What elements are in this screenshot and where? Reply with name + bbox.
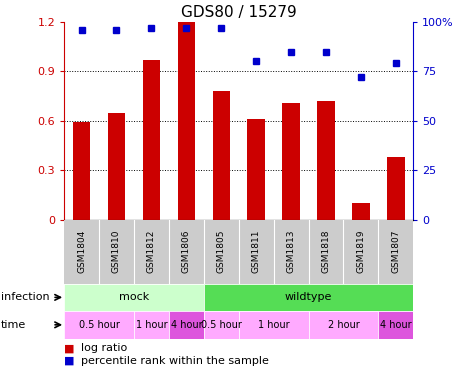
Bar (178, 22, 195, 220)
Bar (387, 157, 405, 220)
Bar (204, 311, 238, 339)
Text: time: time (1, 320, 26, 330)
Text: GSM1819: GSM1819 (356, 230, 365, 273)
Bar (108, 113, 125, 220)
Bar (134, 311, 169, 339)
Text: percentile rank within the sample: percentile rank within the sample (81, 355, 269, 366)
Text: 0.5 hour: 0.5 hour (78, 320, 120, 330)
Bar (247, 119, 265, 220)
Text: GDS80 / 15279: GDS80 / 15279 (181, 5, 296, 20)
Text: wildtype: wildtype (285, 292, 332, 302)
Text: GSM1805: GSM1805 (217, 230, 226, 273)
Bar (352, 203, 370, 220)
Bar (73, 122, 90, 220)
Text: 1 hour: 1 hour (258, 320, 289, 330)
Text: 4 hour: 4 hour (171, 320, 202, 330)
Text: infection: infection (1, 292, 49, 302)
Text: GSM1818: GSM1818 (322, 230, 331, 273)
Text: 1 hour: 1 hour (135, 320, 167, 330)
Text: ■: ■ (64, 355, 75, 366)
Bar (212, 91, 230, 220)
Text: 0.5 hour: 0.5 hour (201, 320, 242, 330)
Bar (64, 284, 204, 311)
Bar (142, 60, 160, 220)
Text: GSM1812: GSM1812 (147, 230, 156, 273)
Bar (317, 101, 335, 220)
Text: GSM1806: GSM1806 (182, 230, 191, 273)
Text: ■: ■ (64, 343, 75, 353)
Text: mock: mock (119, 292, 149, 302)
Text: 2 hour: 2 hour (328, 320, 359, 330)
Text: GSM1804: GSM1804 (77, 230, 86, 273)
Bar (64, 311, 134, 339)
Bar (169, 311, 204, 339)
Bar (379, 311, 413, 339)
Text: GSM1813: GSM1813 (286, 230, 295, 273)
Text: GSM1810: GSM1810 (112, 230, 121, 273)
Text: GSM1811: GSM1811 (252, 230, 261, 273)
Text: GSM1807: GSM1807 (391, 230, 400, 273)
Text: 4 hour: 4 hour (380, 320, 412, 330)
Bar (282, 103, 300, 220)
Bar (238, 311, 309, 339)
Bar (204, 284, 413, 311)
Text: log ratio: log ratio (81, 343, 127, 353)
Bar (309, 311, 379, 339)
